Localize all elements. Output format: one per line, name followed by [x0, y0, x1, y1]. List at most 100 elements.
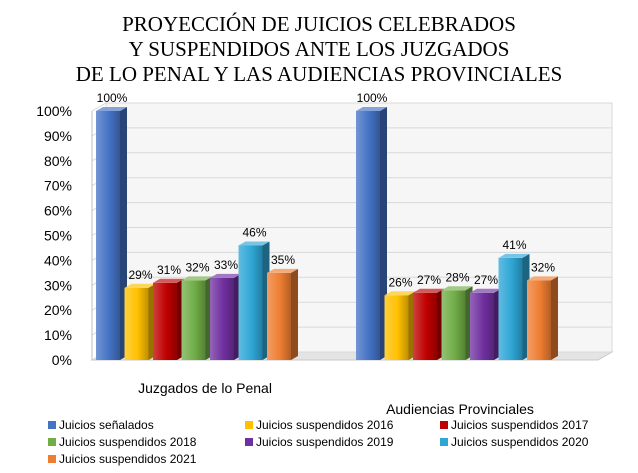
bar — [470, 288, 501, 360]
legend-swatch — [440, 438, 448, 446]
bar — [96, 107, 127, 360]
bar-top — [267, 268, 298, 273]
bar-top — [153, 278, 184, 283]
legend-label: Juicios suspendidos 2017 — [451, 418, 589, 432]
bar-top — [210, 273, 241, 278]
bar-side — [551, 276, 558, 360]
y-tick-label: 90% — [44, 128, 72, 144]
data-label: 26% — [388, 275, 412, 289]
bar-front — [356, 111, 380, 360]
bar — [527, 276, 558, 360]
bar-top — [498, 253, 530, 258]
legend-item: Juicios suspendidos 2021 — [48, 452, 197, 466]
legend-swatch — [48, 455, 56, 463]
data-label: 28% — [445, 270, 469, 284]
bar-top — [413, 288, 444, 293]
bar-top — [96, 107, 127, 111]
legend-swatch — [48, 421, 56, 429]
legend-label: Juicios suspendidos 2021 — [59, 452, 197, 466]
bar — [181, 276, 213, 360]
y-tick-label: 100% — [36, 103, 72, 119]
legend-swatch — [48, 438, 56, 446]
y-tick-label: 10% — [44, 327, 72, 343]
legend: Juicios señalados Juicios suspendidos 201… — [48, 418, 589, 466]
y-tick-label: 80% — [44, 153, 72, 169]
data-label: 31% — [157, 263, 181, 277]
legend-label: Juicios señalados — [59, 418, 154, 432]
bar-front — [384, 295, 409, 360]
bar — [413, 288, 444, 360]
data-label: 27% — [417, 273, 441, 287]
bar-front — [527, 280, 551, 360]
y-axis: 0% 10% 20% 30% 40% 50% 60% 70% 80% 90% 100% — [36, 103, 93, 368]
data-label: 27% — [474, 273, 498, 287]
data-label: 100% — [97, 91, 128, 105]
bar-front — [441, 290, 466, 360]
legend-swatch — [245, 421, 253, 429]
data-label: 35% — [271, 253, 295, 267]
bar-top — [441, 286, 473, 291]
bar — [267, 268, 298, 360]
data-label: 100% — [357, 91, 388, 105]
legend-item: Juicios suspendidos 2020 — [440, 435, 589, 449]
bar — [498, 253, 530, 360]
bar — [238, 241, 270, 360]
bar-top — [356, 107, 387, 111]
bar-top — [384, 291, 416, 296]
data-label: 41% — [502, 238, 526, 252]
legend-item: Juicios suspendidos 2018 — [48, 435, 197, 449]
y-tick-label: 60% — [44, 203, 72, 219]
legend-item: Juicios señalados — [48, 418, 154, 432]
bar — [210, 273, 241, 360]
bar-front — [181, 280, 206, 360]
data-label: 32% — [531, 260, 555, 274]
y-tick-label: 0% — [52, 352, 72, 368]
chart-title-line-1: PROYECCIÓN DE JUICIOS CELEBRADOS — [122, 12, 516, 36]
bar-front — [238, 245, 263, 360]
bar — [356, 107, 387, 360]
legend-item: Juicios suspendidos 2016 — [245, 418, 394, 432]
legend-swatch — [440, 421, 448, 429]
chart-title-line-2: Y SUSPENDIDOS ANTE LOS JUZGADOS — [129, 37, 510, 61]
data-label: 46% — [242, 225, 266, 239]
y-tick-label: 50% — [44, 228, 72, 244]
data-labels: 100% 29% 31% 32% 33% 46% 35% 100% 26% 27% 28% 27% 41… — [97, 91, 556, 289]
bar-front — [210, 277, 234, 360]
chart-title: PROYECCIÓN DE JUICIOS CELEBRADOS Y SUSPE… — [76, 12, 563, 86]
bar — [384, 291, 416, 360]
category-label: Juzgados de lo Penal — [138, 380, 272, 396]
x-axis: Juzgados de lo Penal Audiencias Provincia… — [138, 380, 534, 417]
bar-top — [181, 276, 213, 281]
bar — [441, 286, 473, 360]
data-label: 32% — [185, 260, 209, 274]
bar-side — [291, 268, 298, 360]
bar — [124, 283, 156, 360]
y-tick-label: 20% — [44, 302, 72, 318]
bar-top — [124, 283, 156, 288]
legend-label: Juicios suspendidos 2018 — [59, 435, 197, 449]
chart-title-line-3: DE LO PENAL Y LAS AUDIENCIAS PROVINCIALE… — [76, 62, 563, 86]
legend-label: Juicios suspendidos 2020 — [451, 435, 589, 449]
legend-swatch — [245, 438, 253, 446]
bar-front — [470, 292, 494, 360]
bar — [153, 278, 184, 360]
legend-label: Juicios suspendidos 2019 — [256, 435, 394, 449]
bar-front — [413, 292, 437, 360]
data-label: 33% — [214, 258, 238, 272]
legend-item: Juicios suspendidos 2017 — [440, 418, 589, 432]
legend-item: Juicios suspendidos 2019 — [245, 435, 394, 449]
bars — [96, 107, 558, 360]
data-label: 29% — [128, 268, 152, 282]
bar-front — [498, 257, 523, 360]
category-label: Audiencias Provinciales — [386, 401, 534, 417]
y-tick-label: 30% — [44, 277, 72, 293]
bar-top — [527, 276, 558, 281]
bar-top — [470, 288, 501, 293]
bar-front — [267, 272, 291, 360]
y-tick-label: 70% — [44, 178, 72, 194]
gridline — [91, 102, 612, 112]
bar-front — [124, 287, 149, 360]
bar-top — [238, 241, 270, 246]
bar-front — [153, 282, 177, 360]
